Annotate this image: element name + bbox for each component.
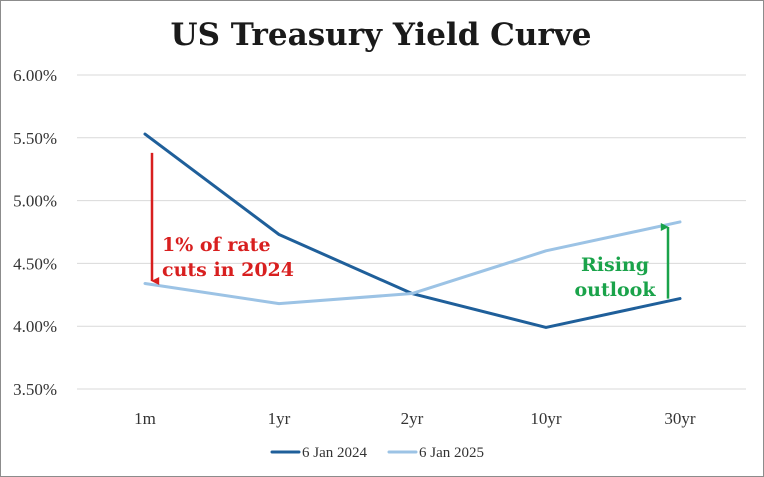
legend-label: 6 Jan 2025	[419, 445, 484, 461]
y-tick-label: 6.00%	[13, 66, 57, 85]
y-tick-label: 5.50%	[13, 129, 57, 148]
chart-title: US Treasury Yield Curve	[171, 17, 592, 53]
x-tick-label: 1yr	[268, 409, 291, 428]
series-line	[143, 220, 682, 306]
annotation-text: cuts in 2024	[162, 259, 294, 281]
x-tick-label: 10yr	[530, 409, 562, 428]
y-tick-label: 4.00%	[13, 317, 57, 336]
annotation-text: Rising	[581, 254, 649, 276]
y-tick-label: 4.50%	[13, 254, 57, 273]
x-tick-label: 2yr	[401, 409, 424, 428]
annotation-text: 1% of rate	[162, 234, 271, 256]
x-tick-label: 1m	[134, 409, 156, 428]
y-tick-label: 5.00%	[13, 192, 57, 211]
y-tick-label: 3.50%	[13, 380, 57, 399]
annotation-text: outlook	[575, 279, 657, 301]
x-tick-label: 30yr	[664, 409, 696, 428]
legend-label: 6 Jan 2024	[302, 445, 367, 461]
